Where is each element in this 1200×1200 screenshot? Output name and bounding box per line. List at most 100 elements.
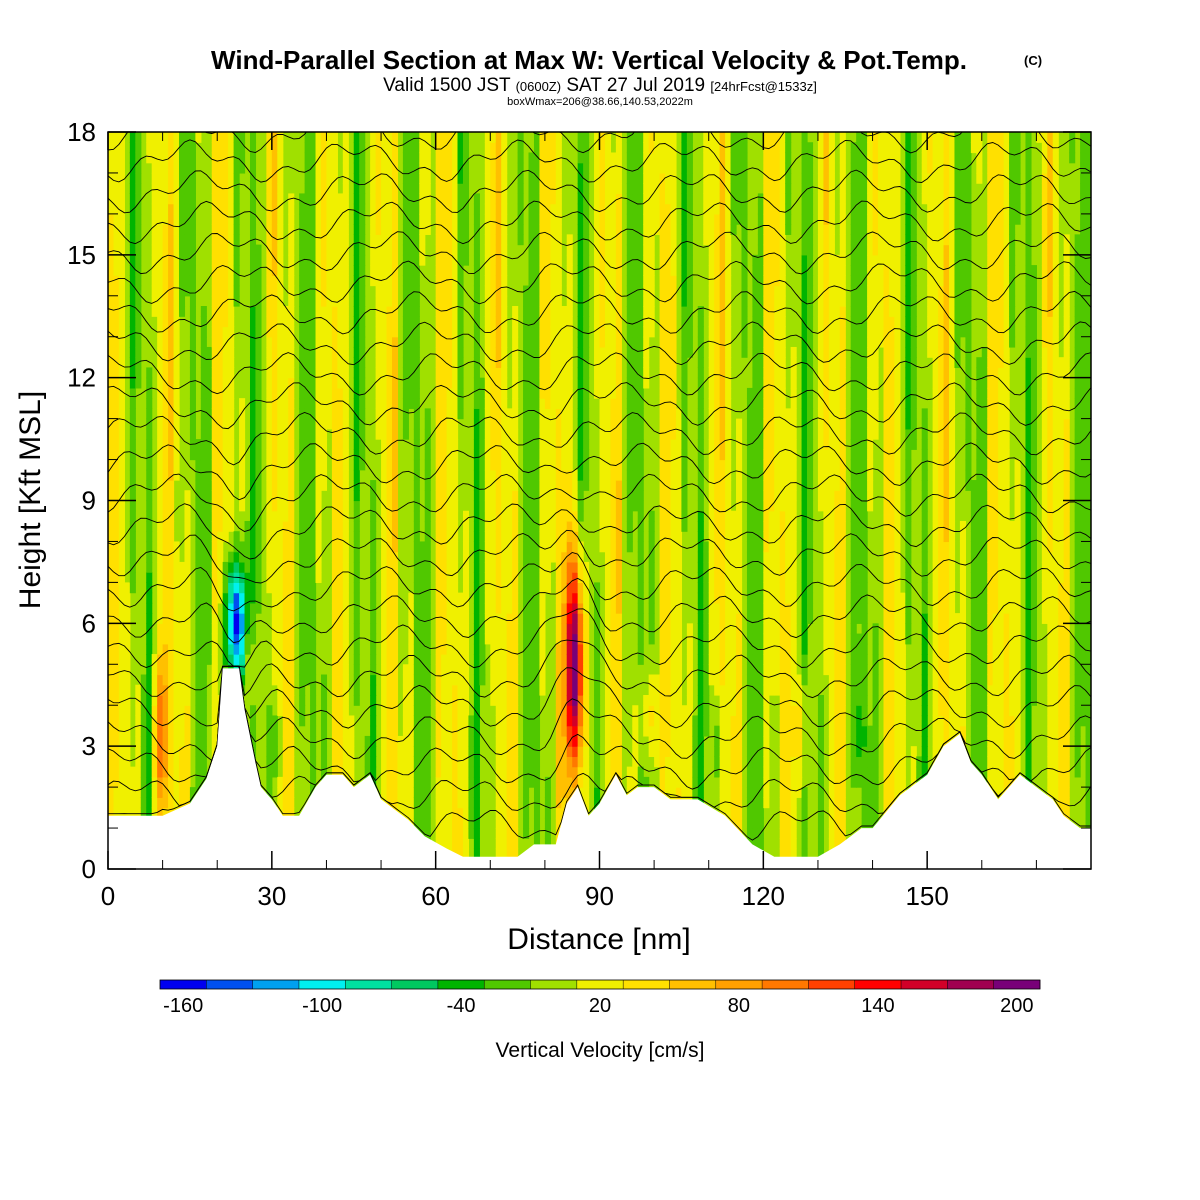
velocity-cell (375, 316, 382, 328)
velocity-cell (391, 541, 399, 553)
velocity-cell (446, 203, 453, 215)
velocity-cell (539, 275, 546, 287)
velocity-cell (446, 735, 453, 747)
velocity-cell (555, 398, 562, 409)
velocity-cell (561, 623, 568, 635)
velocity-cell (391, 623, 399, 635)
velocity-cell (157, 346, 164, 358)
velocity-cell (173, 613, 180, 624)
velocity-cell (479, 531, 486, 543)
velocity-cell (632, 746, 639, 758)
velocity-cell (222, 316, 229, 328)
velocity-cell (533, 162, 541, 174)
velocity-cell (277, 142, 284, 154)
velocity-cell (375, 336, 382, 348)
velocity-cell (446, 510, 453, 522)
velocity-cell (435, 674, 442, 686)
velocity-cell (413, 602, 420, 614)
velocity-cell (342, 162, 349, 174)
velocity-cell (157, 183, 164, 195)
velocity-cell (408, 398, 415, 409)
velocity-cell (206, 387, 213, 399)
velocity-cell (304, 459, 311, 471)
velocity-cell (484, 408, 491, 420)
velocity-cell (217, 132, 224, 143)
velocity-cell (408, 633, 415, 645)
velocity-cell (462, 705, 470, 717)
velocity-cell (577, 756, 584, 768)
velocity-cell (468, 828, 475, 839)
velocity-cell (386, 316, 393, 328)
velocity-cell (386, 490, 393, 502)
velocity-cell (266, 346, 273, 358)
velocity-cell (113, 756, 120, 768)
velocity-cell (108, 592, 115, 604)
velocity-cell (452, 510, 459, 522)
velocity-cell (452, 541, 459, 553)
velocity-cell (108, 183, 115, 195)
velocity-cell (446, 295, 453, 307)
velocity-cell (539, 602, 546, 614)
velocity-cell (473, 469, 480, 481)
velocity-cell (304, 285, 311, 297)
velocity-cell (441, 234, 448, 246)
velocity-cell (555, 787, 562, 798)
velocity-cell (577, 510, 584, 522)
velocity-cell (386, 418, 393, 430)
velocity-cell (217, 336, 224, 348)
velocity-cell (555, 797, 562, 809)
velocity-cell (512, 346, 519, 358)
velocity-cell (495, 367, 502, 379)
velocity-cell (370, 234, 377, 246)
velocity-cell (118, 326, 125, 338)
velocity-cell (517, 132, 524, 143)
velocity-cell (441, 705, 448, 717)
velocity-cell (462, 582, 470, 594)
velocity-cell (331, 592, 338, 604)
velocity-cell (108, 254, 115, 266)
velocity-cell (189, 162, 196, 174)
velocity-cell (413, 735, 420, 747)
plot-area (108, 132, 1091, 869)
velocity-cell (577, 172, 584, 184)
velocity-cell (370, 613, 377, 624)
velocity-cell (162, 531, 169, 543)
velocity-cell (108, 602, 115, 614)
velocity-cell (533, 439, 541, 450)
velocity-cell (151, 213, 158, 225)
velocity-cell (288, 694, 295, 706)
velocity-cell (626, 377, 633, 389)
velocity-cell (435, 336, 442, 348)
velocity-cell (326, 142, 333, 154)
velocity-cell (375, 275, 382, 287)
velocity-cell (501, 357, 508, 369)
velocity-cell (173, 561, 180, 573)
velocity-cell (157, 132, 164, 143)
velocity-cell (599, 326, 606, 338)
velocity-cell (146, 490, 153, 502)
velocity-cell (506, 480, 513, 491)
velocity-cell (386, 449, 393, 461)
velocity-cell (299, 439, 306, 450)
velocity-cell (266, 746, 273, 758)
velocity-cell (206, 346, 213, 358)
velocity-cell (217, 285, 224, 297)
velocity-cell (266, 142, 273, 154)
velocity-cell (288, 346, 295, 358)
velocity-cell (462, 592, 470, 604)
velocity-cell (435, 828, 442, 839)
velocity-cell (211, 490, 218, 502)
velocity-cell (539, 152, 546, 164)
velocity-cell (211, 224, 218, 235)
velocity-cell (342, 735, 349, 747)
velocity-cell (331, 285, 338, 297)
velocity-cell (113, 643, 120, 655)
velocity-cell (566, 746, 573, 758)
velocity-cell (222, 561, 229, 573)
velocity-cell (381, 428, 388, 440)
velocity-cell (249, 418, 257, 430)
velocity-cell (233, 541, 240, 553)
velocity-cell (217, 326, 224, 338)
velocity-cell (178, 684, 186, 696)
velocity-cell (184, 561, 191, 573)
